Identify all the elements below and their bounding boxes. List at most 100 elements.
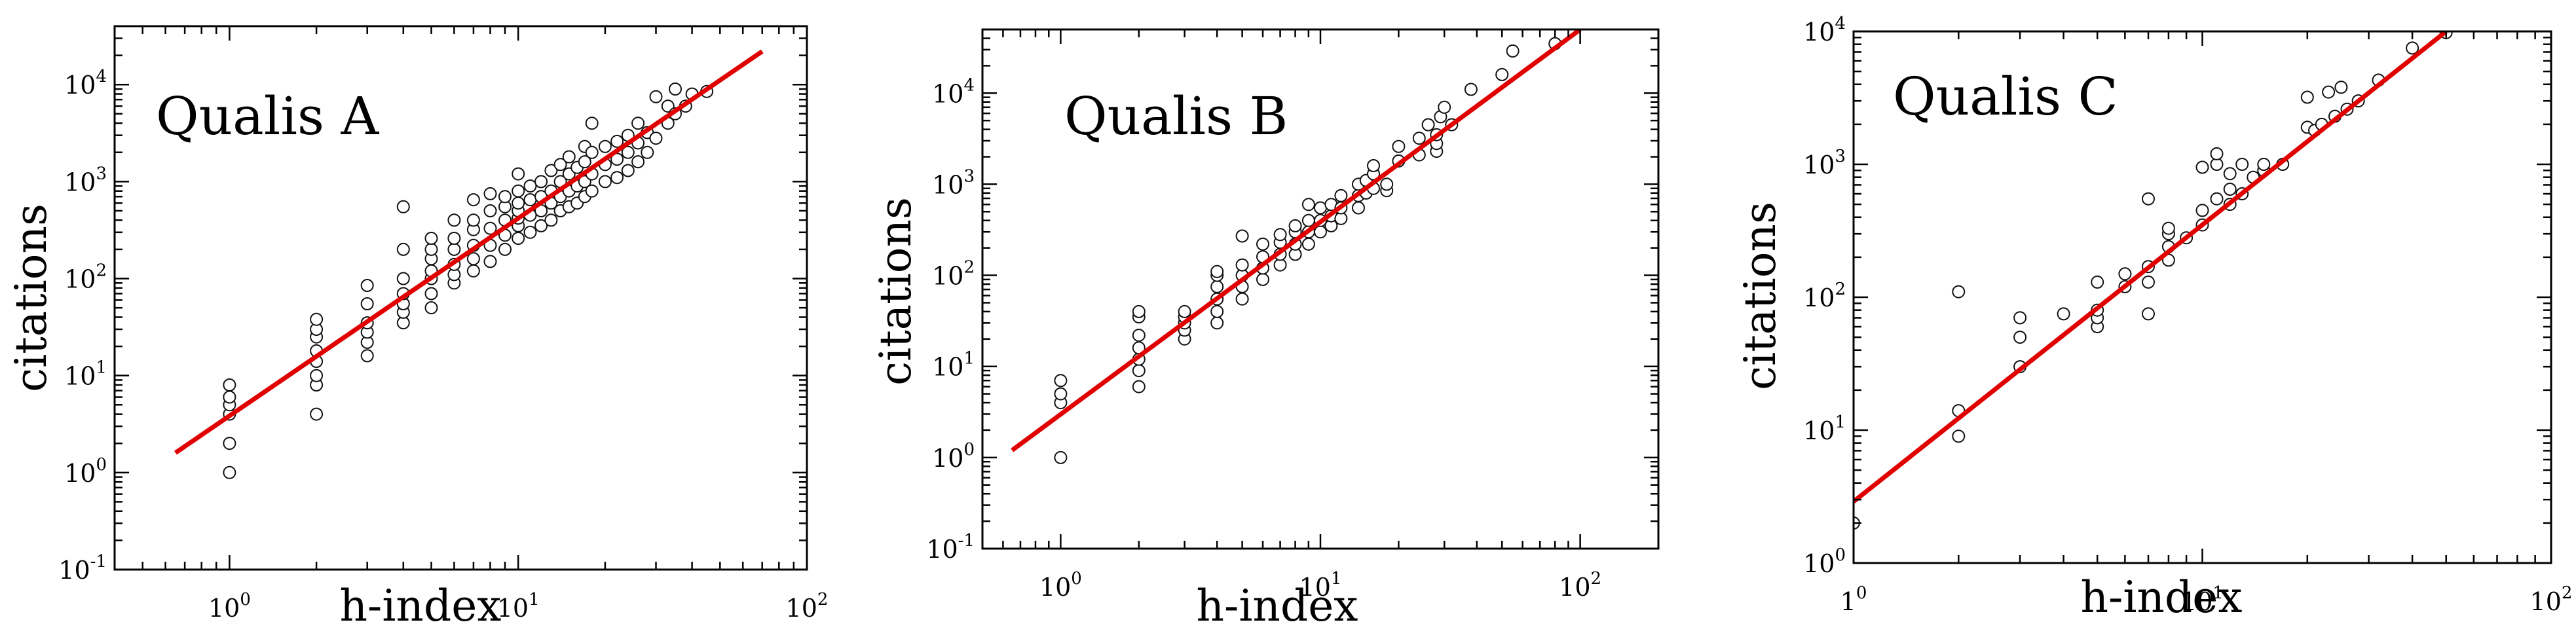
x-tick-label: 100: [1039, 569, 1082, 602]
scatter-point: [483, 204, 497, 217]
scatter-point: [396, 242, 410, 256]
x-tick-label: 100: [208, 590, 251, 623]
scatter-point: [498, 242, 512, 256]
scatter-point: [1235, 258, 1249, 272]
scatter-point: [483, 187, 497, 200]
panel-title: Qualis B: [1064, 86, 1288, 147]
scatter-point: [424, 287, 438, 300]
scatter-point: [447, 232, 461, 245]
scatter-point: [483, 255, 497, 268]
scatter-point: [1464, 82, 1478, 96]
scatter-point: [523, 225, 537, 239]
scatter-point: [649, 132, 663, 145]
scatter-point: [1392, 139, 1406, 153]
scatter-point: [610, 171, 624, 185]
scatter-point: [1314, 201, 1327, 215]
scatter-point: [1352, 201, 1365, 215]
scatter-point: [1132, 304, 1146, 318]
scatter-point: [534, 219, 548, 232]
scatter-point: [2235, 158, 2249, 171]
scatter-point: [641, 145, 654, 159]
x-tick-label: 101: [497, 590, 540, 623]
scatter-point: [585, 117, 599, 130]
scatter-point: [1256, 237, 1269, 251]
axis-ticks: 100 101 102 10-1 100 101 102 103 104: [926, 28, 1660, 602]
x-tick-label: 101: [1299, 569, 1342, 602]
y-tick-label: 102: [64, 261, 107, 294]
scatter-point: [360, 349, 374, 363]
scatter-point: [1952, 285, 1966, 299]
scatter-point: [1273, 228, 1287, 242]
y-tick-label: 104: [1803, 14, 1846, 46]
scatter-point: [585, 184, 599, 198]
scatter-point: [396, 200, 410, 213]
scatter-point: [396, 272, 410, 285]
scatter-point: [2223, 167, 2237, 181]
scatter-point: [1334, 189, 1348, 202]
x-tick-label: 102: [786, 590, 829, 623]
y-tick-label: 100: [1803, 545, 1846, 578]
x-axis-title: h-index: [340, 581, 502, 631]
scatter-point: [621, 145, 635, 159]
y-axis-title: citations: [6, 204, 56, 392]
scatter-point: [1301, 213, 1315, 227]
scatter-point: [2091, 275, 2104, 289]
fit-line: [1011, 29, 1582, 452]
scatter-point: [2406, 41, 2419, 55]
scatter-point: [1054, 387, 1068, 401]
scatter-point: [2334, 81, 2348, 94]
scatter-point: [466, 213, 480, 227]
x-tick-label: 102: [1559, 569, 1601, 602]
scatter-point: [2257, 158, 2271, 171]
scatter-point: [223, 390, 236, 404]
scatter-point: [2223, 183, 2237, 196]
y-tick-label: 101: [1803, 412, 1846, 445]
scatter-point: [598, 175, 612, 189]
scatter-point: [2013, 331, 2027, 344]
scatter-point: [2013, 311, 2027, 325]
y-tick-label: 10-1: [926, 531, 975, 564]
scatter-point: [498, 190, 512, 204]
scatter-point: [310, 369, 324, 382]
scatter-point: [447, 242, 461, 256]
scatter-point: [466, 264, 480, 278]
scatter-point: [523, 193, 537, 207]
y-axis-title: citations: [870, 197, 921, 386]
scatter-point: [1301, 198, 1315, 211]
scatter-point: [1495, 67, 1509, 81]
scatter-point: [512, 232, 525, 245]
x-tick-label: 10: [1840, 583, 1867, 616]
scatter-point: [1210, 304, 1224, 318]
scatter-point: [669, 82, 682, 96]
scatter-point: [223, 465, 236, 479]
scatter-point: [1367, 159, 1380, 172]
scatter-point: [1054, 450, 1068, 464]
scatter-point: [512, 196, 525, 210]
scatter-point: [2195, 204, 2209, 217]
scatter-point: [2118, 267, 2132, 281]
scatter-point: [631, 117, 645, 130]
y-tick-label: 102: [932, 258, 975, 291]
scatter-point: [424, 301, 438, 315]
scatter-point: [1210, 264, 1224, 278]
y-tick-label: 104: [64, 67, 107, 100]
scatter-point: [534, 175, 548, 189]
scatter-point: [512, 184, 525, 198]
y-tick-label: 100: [932, 440, 975, 473]
fit-line: [1854, 31, 2448, 503]
y-tick-label: 104: [932, 75, 975, 108]
scatter-point: [1235, 229, 1249, 243]
scatter-point: [1132, 364, 1146, 378]
y-axis-title: citations: [1735, 202, 1785, 390]
scatter-point: [585, 145, 599, 159]
scatter-point: [1235, 292, 1249, 306]
x-axis-title: h-index: [2081, 572, 2243, 623]
scatter-point: [562, 150, 576, 164]
y-tick-label: 103: [1803, 147, 1846, 179]
scatter-point: [2210, 192, 2224, 206]
scatter-point: [483, 221, 497, 235]
scatter-point: [310, 407, 324, 421]
scatter-point: [1132, 380, 1146, 393]
scatter-point: [2142, 275, 2155, 289]
x-tick-label: 101: [2181, 583, 2224, 616]
